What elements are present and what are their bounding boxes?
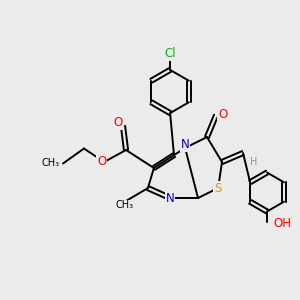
Text: O: O — [97, 155, 106, 168]
Text: Cl: Cl — [164, 47, 176, 61]
Text: H: H — [250, 157, 257, 167]
Text: N: N — [181, 138, 190, 151]
Text: O: O — [114, 116, 123, 129]
Text: CH₃: CH₃ — [116, 200, 134, 211]
Text: OH: OH — [274, 217, 292, 230]
Text: N: N — [166, 192, 175, 205]
Text: CH₃: CH₃ — [41, 158, 59, 169]
Text: O: O — [218, 107, 227, 121]
Text: S: S — [214, 182, 222, 195]
